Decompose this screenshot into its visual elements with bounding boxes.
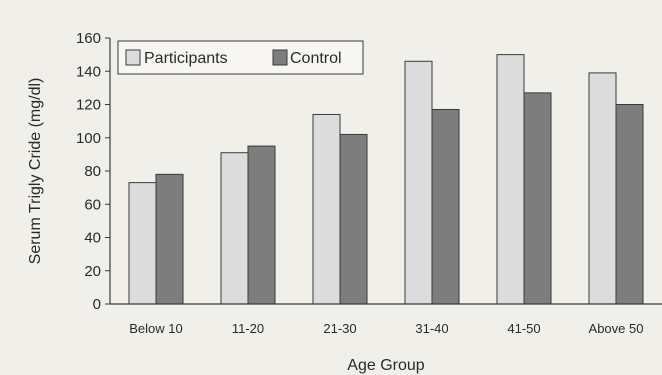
- x-tick-label: 11-20: [232, 321, 264, 336]
- x-axis-labels: Below 10 11-20 21-30 31-40 41-50 Above 50: [129, 321, 643, 336]
- bar-participants-2: [220, 152, 249, 305]
- bar-participants-3: [312, 113, 341, 305]
- x-tick-label: Above 50: [589, 321, 644, 336]
- y-axis-title: Serum Trigly Cride (mg/dl): [27, 78, 44, 265]
- x-tick-label: Below 10: [129, 321, 182, 336]
- legend-box: [117, 40, 364, 75]
- y-tick-label: 100: [76, 130, 101, 147]
- x-axis-title: Age Group: [347, 357, 424, 374]
- y-tick-label: 0: [93, 296, 101, 313]
- y-axis-ticks: 0 20 40 60 80 100 120 140 160: [76, 30, 110, 313]
- y-tick-label: 120: [76, 97, 101, 114]
- y-tick-label: 140: [76, 63, 101, 80]
- legend-swatch-control: [272, 49, 288, 66]
- bar-participants-1: [128, 182, 157, 305]
- bar-participants-4: [404, 60, 433, 305]
- legend-label-participants: Participants: [144, 50, 228, 67]
- x-tick-label: 31-40: [415, 321, 448, 336]
- legend-label-control: Control: [290, 50, 342, 67]
- bar-control-4: [431, 108, 460, 305]
- bar-control-2: [247, 145, 276, 305]
- bar-participants-6: [588, 72, 617, 305]
- x-tick-label: 21-30: [323, 321, 356, 336]
- bar-control-3: [339, 133, 368, 305]
- y-tick-label: 160: [76, 30, 101, 47]
- bar-participants-5: [496, 54, 525, 305]
- legend: Participants Control: [117, 40, 364, 75]
- y-tick-label: 20: [84, 263, 101, 280]
- bar-control-6: [615, 104, 644, 305]
- legend-swatch-participants: [125, 49, 141, 66]
- y-tick-label: 60: [84, 196, 101, 213]
- x-tick-label: 41-50: [507, 321, 540, 336]
- bar-control-1: [155, 173, 184, 305]
- y-tick-label: 80: [84, 163, 101, 180]
- bars: [128, 54, 644, 305]
- y-tick-label: 40: [84, 230, 101, 247]
- bar-control-5: [523, 92, 552, 305]
